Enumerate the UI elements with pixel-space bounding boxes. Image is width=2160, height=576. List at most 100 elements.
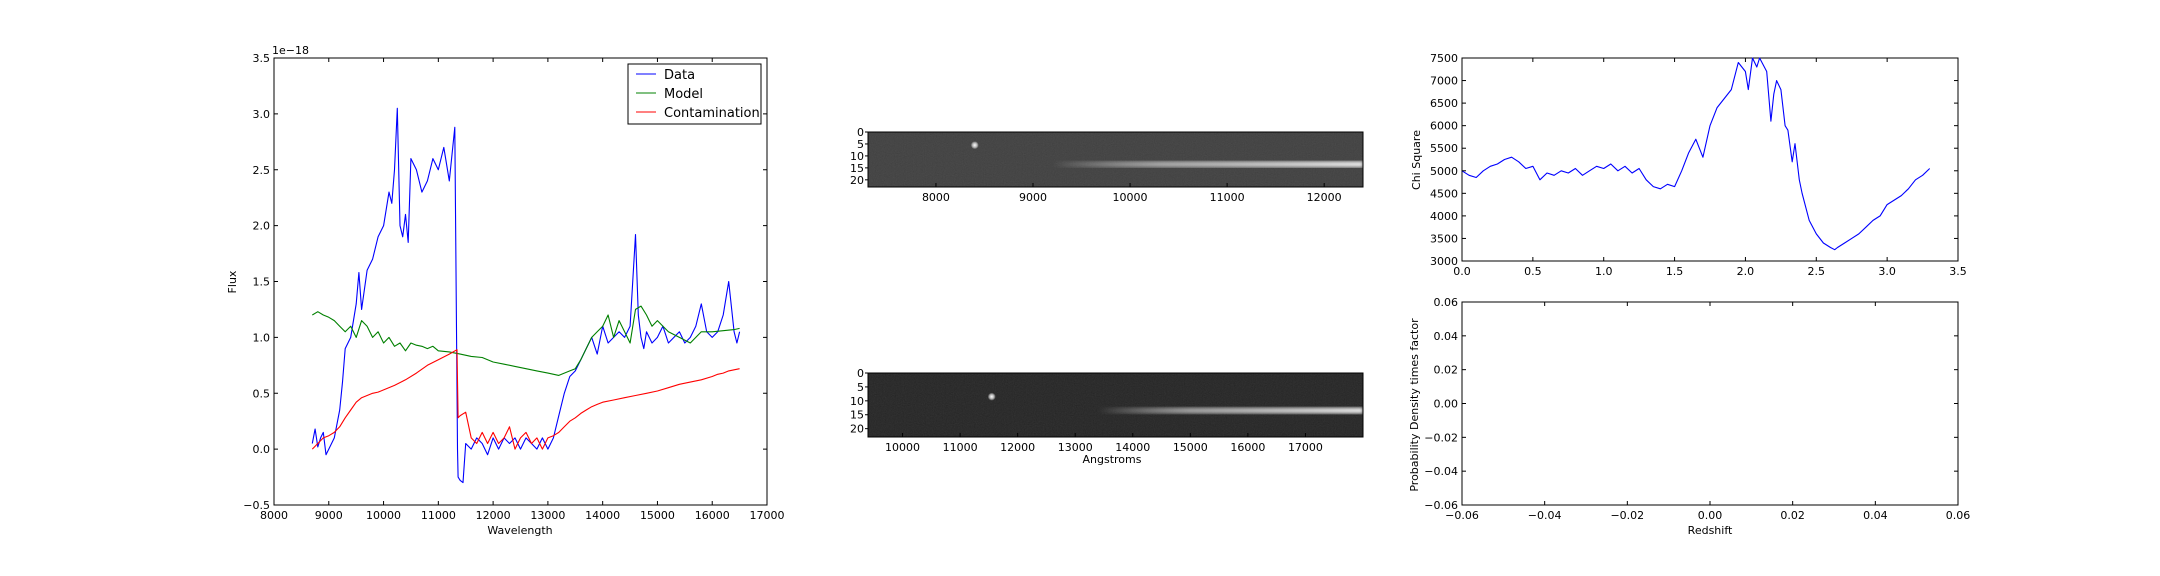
- chi-square-ylabel: Chi Square: [1410, 130, 1423, 190]
- spectral-trace: [1098, 407, 1363, 414]
- legend: Data Model Contamination: [627, 63, 762, 125]
- x-tick-label: 17000: [750, 509, 785, 522]
- spectral-image-bottom-ticks: 10000 11000 12000 13000 14000 15000 16000 17000…: [850, 367, 1323, 454]
- spectral-image-top-features: [970, 141, 1363, 168]
- x-tick-label: 0.5: [1524, 265, 1542, 278]
- probability-panel: −0.06 −0.04 −0.02 0.00 0.02 0.04 0.06 −0.06 −0.0…: [1408, 296, 1970, 537]
- y-tick-label: 5: [857, 138, 864, 151]
- y-tick-label: 0.02: [1434, 364, 1459, 377]
- x-tick-label: 16000: [1230, 441, 1265, 454]
- legend-label-data: Data: [664, 68, 695, 83]
- x-tick-label: 0.02: [1780, 509, 1805, 522]
- x-tick-label: 9000: [1019, 191, 1047, 204]
- y-tick-label: 2.5: [253, 164, 271, 177]
- x-tick-label: 8000: [922, 191, 950, 204]
- y-tick-label: 0.04: [1434, 330, 1459, 343]
- x-tick-label: 0.00: [1698, 509, 1723, 522]
- x-tick-label: 14000: [585, 509, 620, 522]
- y-tick-label: 6000: [1430, 120, 1458, 133]
- y-tick-label: 5: [857, 381, 864, 394]
- x-tick-label: 1.5: [1666, 265, 1684, 278]
- x-tick-label: 0.0: [1453, 265, 1471, 278]
- x-tick-label: 11000: [1210, 191, 1245, 204]
- spectral-image-bottom-xlabel: Angstroms: [1083, 453, 1142, 466]
- y-tick-label: 0.06: [1434, 296, 1459, 309]
- chi-square-ticks: 0.0 0.5 1.0 1.5 2.0 2.5 3.0 3.5 3000 3500 4000 4500…: [1430, 52, 1967, 278]
- spectral-image-bottom-noise: [868, 373, 1363, 437]
- y-tick-label: 20: [850, 423, 864, 436]
- legend-label-model: Model: [664, 87, 703, 102]
- y-tick-label: −0.04: [1424, 465, 1458, 478]
- spectrum-panel: 8000 9000 10000 11000 12000 13000 14000 15000 16…: [226, 44, 785, 537]
- legend-label-contamination: Contamination: [664, 106, 760, 121]
- data-series-line: [311, 107, 741, 484]
- y-tick-label: 4500: [1430, 187, 1458, 200]
- bright-spot: [970, 141, 979, 150]
- y-tick-label: −0.06: [1424, 499, 1458, 512]
- x-tick-label: 16000: [695, 509, 730, 522]
- x-tick-label: 11000: [421, 509, 456, 522]
- x-tick-label: −0.04: [1528, 509, 1562, 522]
- x-tick-label: 12000: [476, 509, 511, 522]
- y-tick-label: 3500: [1430, 232, 1458, 245]
- chi-square-panel: 0.0 0.5 1.0 1.5 2.0 2.5 3.0 3.5 3000 3500 4000 4500…: [1410, 52, 1967, 278]
- spectrum-ylabel: Flux: [226, 270, 239, 293]
- y-tick-label: 1.5: [253, 276, 271, 289]
- chi-square-series-group: [1461, 57, 1931, 251]
- y-tick-label: 10: [850, 150, 864, 163]
- x-tick-label: 12000: [1000, 441, 1035, 454]
- probability-xlabel: Redshift: [1688, 524, 1733, 537]
- x-tick-label: 0.04: [1863, 509, 1888, 522]
- y-tick-label: 7000: [1430, 75, 1458, 88]
- probability-plot-area: [1461, 301, 1959, 506]
- x-tick-label: 15000: [1173, 441, 1208, 454]
- spectral-image-bottom-features: [987, 392, 1363, 414]
- x-tick-label: 2.5: [1808, 265, 1826, 278]
- spectrum-xlabel: Wavelength: [487, 524, 552, 537]
- y-tick-label: 0: [857, 367, 864, 380]
- spectral-image-bottom-panel: 10000 11000 12000 13000 14000 15000 16000 17000…: [850, 367, 1364, 466]
- probability-ticks: −0.06 −0.04 −0.02 0.00 0.02 0.04 0.06 −0.06 −0.0…: [1424, 296, 1970, 522]
- x-tick-label: 15000: [640, 509, 675, 522]
- spectrum-ticks: 8000 9000 10000 11000 12000 13000 14000 15000 16…: [243, 52, 784, 522]
- y-tick-label: 15: [850, 409, 864, 422]
- y-tick-label: 10: [850, 395, 864, 408]
- x-tick-label: 13000: [530, 509, 565, 522]
- spectrum-plot-area: [273, 57, 768, 506]
- chi-square-plot-area: [1461, 57, 1959, 262]
- x-tick-label: −0.06: [1445, 509, 1479, 522]
- x-tick-label: 11000: [943, 441, 978, 454]
- y-tick-label: 0: [857, 126, 864, 139]
- x-tick-label: 2.0: [1737, 265, 1755, 278]
- y-tick-label: 15: [850, 162, 864, 175]
- y-tick-label: 4000: [1430, 210, 1458, 223]
- x-tick-label: 10000: [366, 509, 401, 522]
- probability-ylabel: Probability Density times factor: [1408, 318, 1421, 492]
- x-tick-label: 13000: [1058, 441, 1093, 454]
- y-tick-label: 6500: [1430, 97, 1458, 110]
- y-tick-label: 0.00: [1434, 398, 1459, 411]
- spectral-image-top-frame: [867, 131, 1364, 188]
- spectrum-series-group: [311, 107, 741, 484]
- x-tick-label: 3.0: [1878, 265, 1896, 278]
- x-tick-label: 8000: [260, 509, 288, 522]
- y-tick-label: 5500: [1430, 142, 1458, 155]
- y-tick-label: −0.5: [243, 499, 270, 512]
- x-tick-label: 12000: [1307, 191, 1342, 204]
- y-tick-label: 3000: [1430, 255, 1458, 268]
- spectral-trace: [1052, 161, 1363, 168]
- x-tick-label: 0.06: [1946, 509, 1971, 522]
- y-tick-label: 1.0: [253, 331, 271, 344]
- y-tick-label: 7500: [1430, 52, 1458, 65]
- x-tick-label: 3.5: [1949, 265, 1967, 278]
- y-tick-label: −0.02: [1424, 431, 1458, 444]
- y-tick-label: 3.0: [253, 108, 271, 121]
- y-tick-label: 20: [850, 174, 864, 187]
- y-tick-label: 5000: [1430, 165, 1458, 178]
- x-tick-label: 9000: [315, 509, 343, 522]
- spectrum-offset-text: 1e−18: [272, 44, 309, 57]
- x-tick-label: 10000: [885, 441, 920, 454]
